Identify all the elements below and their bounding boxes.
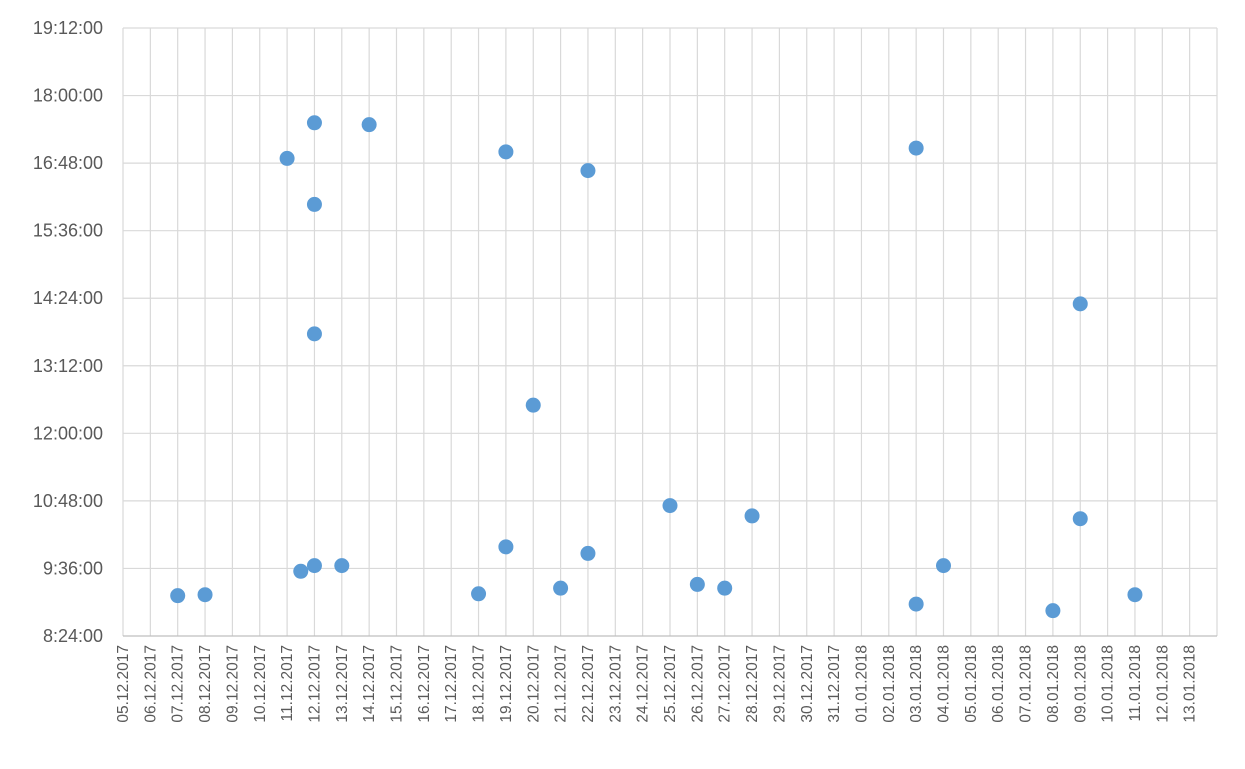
x-tick-label: 15.12.2017 [389,645,406,723]
x-tick-label: 03.01.2018 [908,645,925,723]
x-tick-label: 14.12.2017 [361,645,378,723]
y-tick-label: 8:24:00 [43,626,103,646]
data-point [689,576,705,592]
x-tick-label: 07.01.2018 [1018,645,1035,723]
data-point [553,580,569,596]
axes [122,28,1217,637]
x-tick-label: 09.12.2017 [224,645,241,723]
y-tick-label: 9:36:00 [43,558,103,578]
data-point [361,117,377,133]
x-tick-label: 08.12.2017 [197,645,214,723]
x-tick-label: 27.12.2017 [717,645,734,723]
data-point [1072,511,1088,527]
x-tick-label: 04.01.2018 [936,645,953,723]
x-tick-label: 02.01.2018 [881,645,898,723]
y-tick-label: 18:00:00 [33,86,103,106]
x-tick-label: 20.12.2017 [525,645,542,723]
x-tick-label: 17.12.2017 [443,645,460,723]
x-tick-label: 12.01.2018 [1154,645,1171,723]
x-tick-label: 11.12.2017 [279,645,296,721]
data-point [197,587,213,603]
x-tick-label: 13.12.2017 [334,645,351,723]
x-tick-label: 06.01.2018 [990,645,1007,723]
data-point [1072,296,1088,312]
data-point [306,326,322,342]
y-tick-label: 19:12:00 [33,18,103,38]
y-tick-label: 10:48:00 [33,491,103,511]
data-point [471,586,487,602]
x-tick-label: 16.12.2017 [416,645,433,723]
x-tick-label: 30.12.2017 [799,645,816,723]
x-tick-label: 19.12.2017 [498,645,515,723]
data-point [279,150,295,166]
data-point [662,498,678,514]
data-point [498,144,514,160]
x-tick-label: 24.12.2017 [635,645,652,723]
data-point [717,580,733,596]
x-tick-label: 12.12.2017 [306,645,323,723]
x-tick-label: 09.01.2018 [1072,645,1089,723]
data-points [170,115,1143,619]
data-point [306,196,322,212]
data-point [170,588,186,604]
x-tick-label: 05.12.2017 [115,645,132,723]
x-tick-label: 28.12.2017 [744,645,761,723]
x-tick-label: 22.12.2017 [580,645,597,723]
y-tick-label: 12:00:00 [33,423,103,443]
x-tick-label: 21.12.2017 [553,645,570,723]
data-point [908,596,924,612]
x-tick-label: 01.01.2018 [853,645,870,723]
x-tick-label: 29.12.2017 [771,645,788,723]
x-tick-label: 13.01.2018 [1182,645,1199,723]
x-tick-label: 06.12.2017 [142,645,159,723]
data-point [334,558,350,574]
x-tick-label: 25.12.2017 [662,645,679,723]
data-point [744,508,760,524]
x-tick-label: 10.01.2018 [1100,645,1117,723]
x-tick-label: 31.12.2017 [826,645,843,723]
data-point [1045,603,1061,619]
y-tick-labels: 8:24:00 9:36:00 10:48:00 12:00:00 13:12:00 14… [33,18,103,646]
data-point [306,558,322,574]
y-tick-label: 16:48:00 [33,153,103,173]
data-point [936,558,951,574]
x-tick-label: 26.12.2017 [689,645,706,723]
data-point [525,397,541,413]
data-point [580,545,596,561]
data-point [580,163,596,179]
y-tick-label: 13:12:00 [33,356,103,376]
x-tick-label: 07.12.2017 [170,645,187,723]
y-tick-label: 14:24:00 [33,288,103,308]
x-tick-label: 11.01.2018 [1127,645,1144,721]
x-tick-label: 08.01.2018 [1045,645,1062,723]
data-point [1127,587,1143,603]
gridlines [123,27,1218,636]
x-tick-label: 05.01.2018 [963,645,980,723]
x-tick-label: 18.12.2017 [471,645,488,723]
x-tick-label: 10.12.2017 [252,645,269,723]
data-point [908,140,924,156]
data-point [498,539,514,555]
data-point [293,563,309,579]
data-point [306,115,322,131]
y-tick-label: 15:36:00 [33,221,103,241]
x-tick-labels: 05.12.2017 06.12.2017 07.12.2017 08.12.2017… [115,645,1199,723]
x-tick-label: 23.12.2017 [607,645,624,723]
